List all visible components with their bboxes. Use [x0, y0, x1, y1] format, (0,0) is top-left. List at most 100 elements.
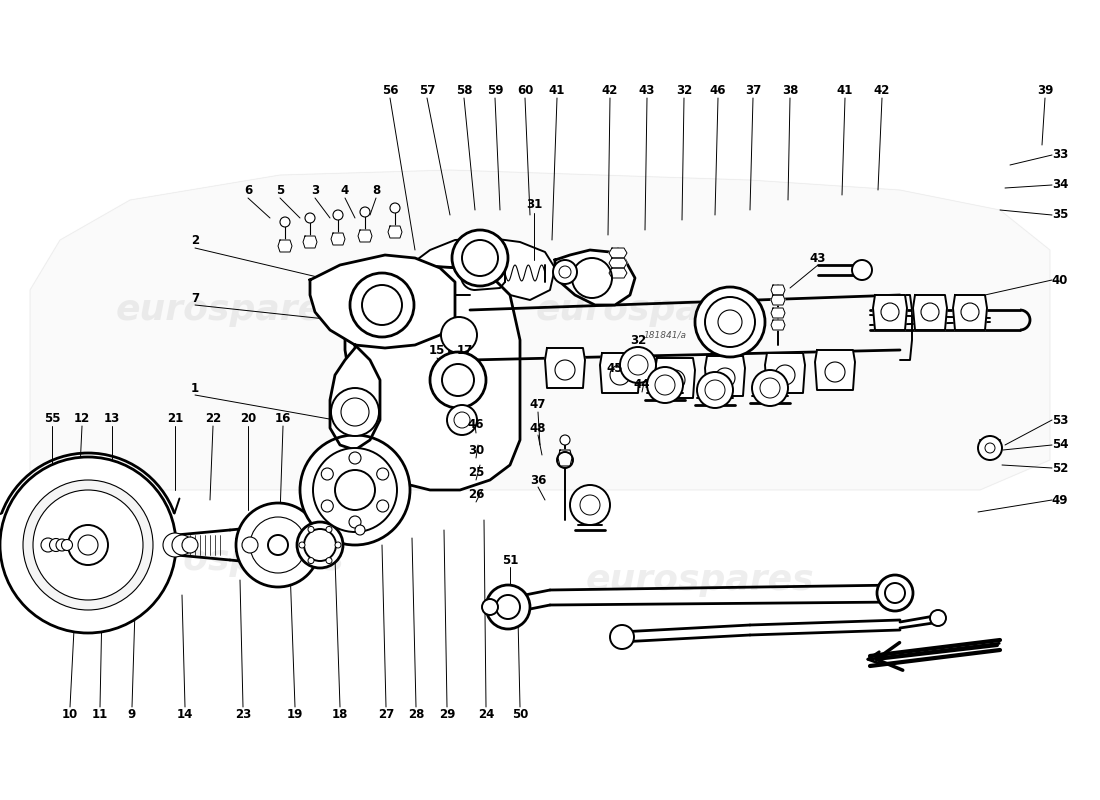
Text: 2: 2 [191, 234, 199, 246]
Text: 37: 37 [745, 83, 761, 97]
Polygon shape [771, 285, 785, 295]
Circle shape [300, 435, 410, 545]
Circle shape [333, 210, 343, 220]
Circle shape [349, 516, 361, 528]
Text: 23: 23 [235, 709, 251, 722]
Text: 16: 16 [275, 411, 292, 425]
Text: 39: 39 [1037, 83, 1053, 97]
Text: eurospares: eurospares [585, 563, 814, 597]
Text: 38: 38 [782, 83, 799, 97]
Circle shape [299, 542, 305, 548]
Text: 21: 21 [167, 411, 183, 425]
Polygon shape [815, 350, 855, 390]
Text: 22: 22 [205, 411, 221, 425]
Text: 51: 51 [502, 554, 518, 566]
Circle shape [486, 585, 530, 629]
Text: 57: 57 [419, 83, 436, 97]
Text: 13: 13 [103, 411, 120, 425]
Text: 49: 49 [1052, 494, 1068, 506]
Circle shape [442, 364, 474, 396]
Circle shape [559, 266, 571, 278]
Circle shape [314, 448, 397, 532]
Polygon shape [345, 265, 520, 490]
Text: 42: 42 [873, 83, 890, 97]
Circle shape [321, 468, 333, 480]
Circle shape [0, 457, 176, 633]
Text: 52: 52 [1052, 462, 1068, 474]
Polygon shape [609, 268, 627, 278]
Circle shape [705, 297, 755, 347]
Polygon shape [556, 250, 635, 305]
Circle shape [182, 537, 198, 553]
Circle shape [666, 370, 685, 390]
Circle shape [430, 352, 486, 408]
Polygon shape [30, 170, 1050, 490]
Circle shape [496, 595, 520, 619]
Circle shape [390, 203, 400, 213]
Text: 55: 55 [44, 411, 60, 425]
Circle shape [984, 443, 996, 453]
Polygon shape [558, 450, 572, 466]
Text: 28: 28 [408, 709, 425, 722]
Polygon shape [388, 226, 401, 238]
Circle shape [620, 347, 656, 383]
Polygon shape [609, 248, 627, 258]
Circle shape [482, 599, 498, 615]
Text: 1: 1 [191, 382, 199, 394]
Text: 10: 10 [62, 709, 78, 722]
Text: 46: 46 [468, 418, 484, 431]
Polygon shape [358, 230, 372, 242]
Circle shape [454, 412, 470, 428]
Circle shape [268, 535, 288, 555]
Text: 43: 43 [639, 83, 656, 97]
Circle shape [360, 207, 370, 217]
Circle shape [886, 583, 905, 603]
Text: 53: 53 [1052, 414, 1068, 426]
Text: eurospares: eurospares [536, 293, 764, 327]
Polygon shape [609, 258, 627, 268]
Text: 25: 25 [468, 466, 484, 478]
Circle shape [336, 470, 375, 510]
Polygon shape [544, 348, 585, 388]
Text: 40: 40 [1052, 274, 1068, 286]
Text: 32: 32 [675, 83, 692, 97]
Text: 18: 18 [332, 709, 349, 722]
Circle shape [326, 558, 332, 563]
Text: 30: 30 [468, 443, 484, 457]
Text: 17: 17 [456, 343, 473, 357]
Text: 56: 56 [382, 83, 398, 97]
Polygon shape [278, 240, 292, 252]
Text: 26: 26 [468, 487, 484, 501]
Text: 44: 44 [634, 378, 650, 391]
Polygon shape [330, 345, 380, 450]
Text: 35: 35 [1052, 209, 1068, 222]
Circle shape [556, 360, 575, 380]
Polygon shape [331, 233, 345, 245]
Text: 24: 24 [477, 709, 494, 722]
Circle shape [705, 380, 725, 400]
Circle shape [62, 539, 73, 550]
Circle shape [695, 287, 764, 357]
Circle shape [33, 490, 143, 600]
Circle shape [610, 625, 634, 649]
Circle shape [452, 230, 508, 286]
Circle shape [580, 495, 600, 515]
Polygon shape [771, 308, 785, 318]
Circle shape [647, 367, 683, 403]
Circle shape [50, 538, 63, 551]
Polygon shape [771, 320, 785, 330]
Circle shape [560, 435, 570, 445]
Text: 48: 48 [530, 422, 547, 434]
Circle shape [68, 525, 108, 565]
Circle shape [852, 260, 872, 280]
Text: 29: 29 [439, 709, 455, 722]
Text: eurospares: eurospares [116, 543, 344, 577]
Circle shape [921, 303, 939, 321]
Text: 41: 41 [837, 83, 854, 97]
Circle shape [305, 213, 315, 223]
Text: 41: 41 [549, 83, 565, 97]
Circle shape [654, 375, 675, 395]
Text: 9: 9 [128, 709, 136, 722]
Circle shape [462, 240, 498, 276]
Text: 47: 47 [530, 398, 547, 411]
